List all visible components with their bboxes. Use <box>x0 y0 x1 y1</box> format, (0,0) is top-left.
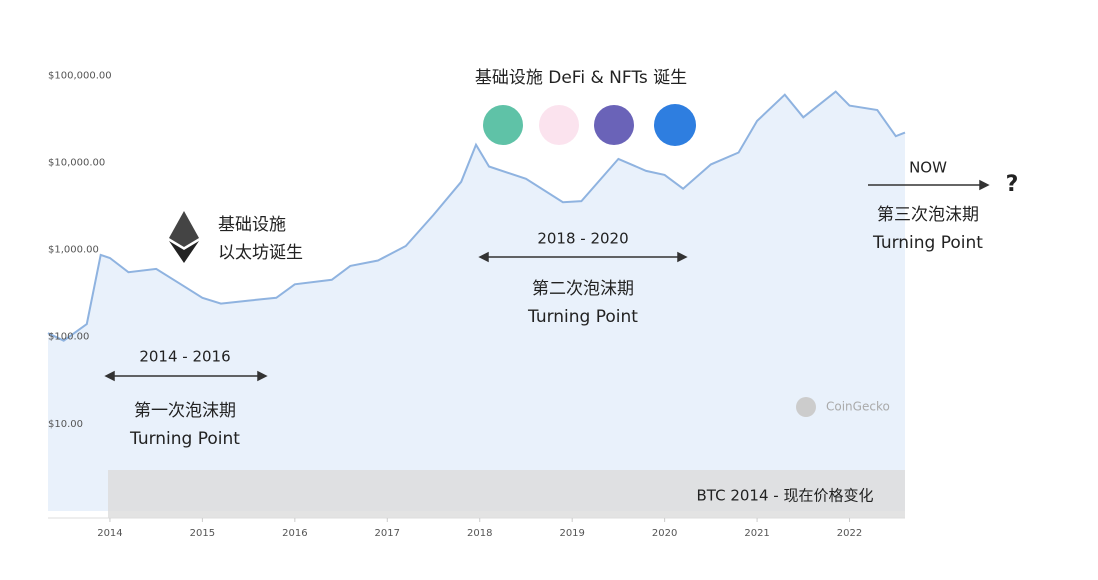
annotation: 2018 - 2020 <box>537 230 628 248</box>
x-tick-label: 2022 <box>837 528 862 539</box>
annotation: 第二次泡沫期 <box>532 279 634 299</box>
annotations: 基础设施 DeFi & NFTs 诞生 基础设施 以太坊诞生 2014 - 20… <box>129 68 1018 505</box>
annotation: 第三次泡沫期 <box>877 205 979 225</box>
volume-band <box>108 470 905 518</box>
x-tick-label: 2019 <box>559 528 584 539</box>
price-line <box>47 90 906 342</box>
annotation: Turning Point <box>527 307 638 327</box>
x-tick-label: 2020 <box>652 528 677 539</box>
plot <box>47 90 906 511</box>
x-tick-label: 2021 <box>744 528 769 539</box>
maker-icon <box>483 105 523 145</box>
area <box>48 91 905 511</box>
x-tick-label: 2017 <box>375 528 400 539</box>
eth-icon <box>169 211 199 247</box>
ticks: $10.00 $100.00 $1,000.00 $10,000.00 $100,000… <box>48 70 862 539</box>
x-tick-label: 2016 <box>282 528 307 539</box>
watermark: CoinGecko <box>826 400 890 414</box>
annotation: ? <box>1006 172 1019 197</box>
y-tick-label: $10,000.00 <box>48 157 105 168</box>
annotation: 以太坊诞生 <box>218 243 303 263</box>
annotation: BTC 2014 - 现在价格变化 <box>697 487 874 505</box>
arrows <box>104 179 990 382</box>
annotation: 基础设施 <box>218 215 286 235</box>
uniswap-icon <box>539 105 579 145</box>
annotation: NOW <box>909 159 947 177</box>
y-tick-label: $1,000.00 <box>48 245 99 256</box>
x-tick-label: 2018 <box>467 528 492 539</box>
x-tick-label: 2014 <box>97 528 122 539</box>
y-tick-label: $100,000.00 <box>48 70 112 81</box>
annotation: 基础设施 DeFi & NFTs 诞生 <box>475 68 687 88</box>
annotation: 2014 - 2016 <box>139 348 230 366</box>
annotation: Turning Point <box>129 429 240 449</box>
opensea-icon <box>654 104 696 146</box>
aave-icon <box>594 105 634 145</box>
annotation: 第一次泡沫期 <box>134 401 236 421</box>
eth-icon <box>169 241 199 263</box>
x-tick-label: 2015 <box>190 528 215 539</box>
y-tick-label: $100.00 <box>48 332 89 343</box>
coingecko-logo <box>796 397 816 417</box>
annotation: Turning Point <box>872 233 983 253</box>
y-tick-label: $10.00 <box>48 419 83 430</box>
